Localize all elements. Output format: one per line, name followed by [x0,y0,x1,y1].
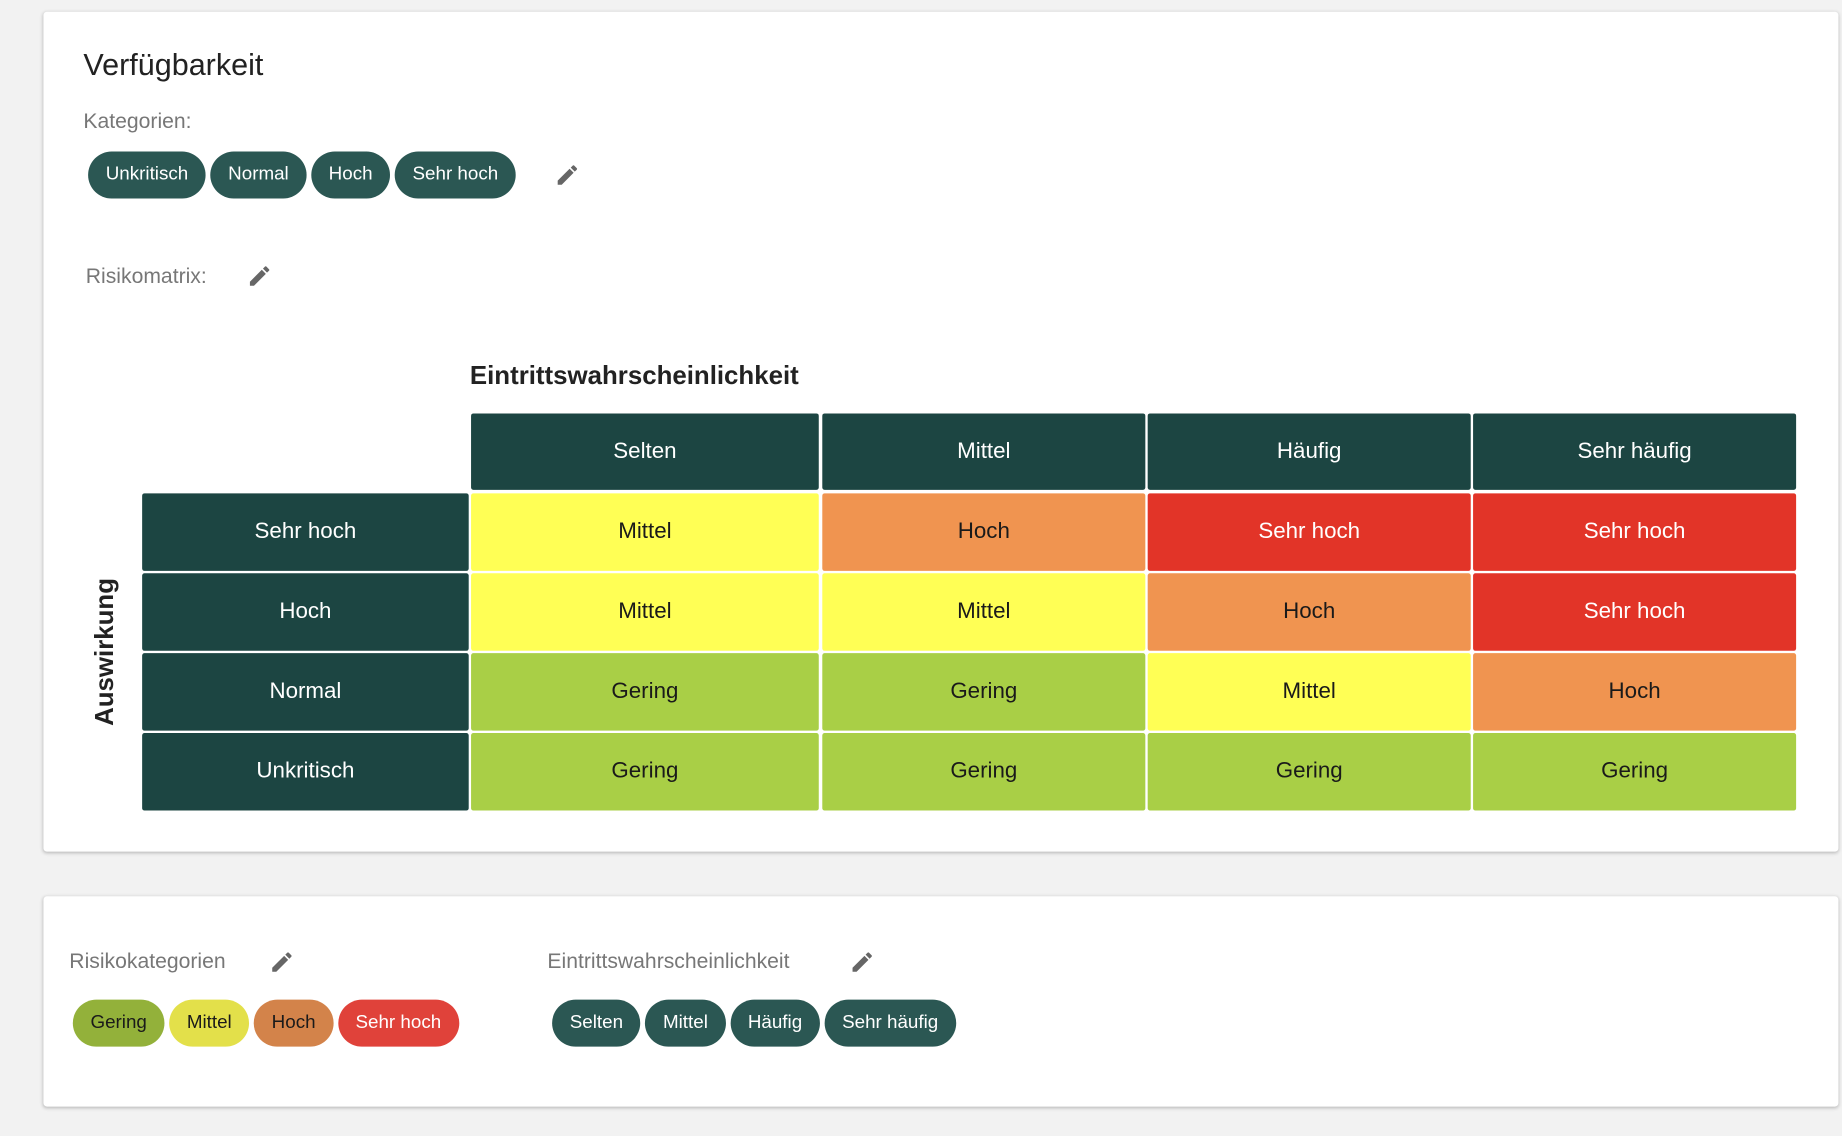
card: Verfügbarkeit Kategorien: Unkritisch Norm… [43,11,1839,852]
matrix-cell: Hoch [822,493,1146,571]
column-title: Eintrittswahrscheinlichkeit [469,360,799,391]
label: Kategorien: [83,109,192,133]
row-header: Sehr hoch [142,493,469,571]
matrix-cell: Sehr hoch [1147,493,1471,571]
card: Risikokategorien Gering Mittel Hoch Sehr ho… [43,896,1839,1107]
label: Risikomatrix: [85,264,207,288]
category-chip: Hoch [311,151,391,199]
matrix-cell: Mittel [471,493,819,571]
matrix-cell: Mittel [471,573,819,651]
row-header: Unkritisch [142,733,469,811]
chips: Unkritisch Normal Hoch Sehr hoch [88,151,516,199]
matrix-cell: Gering [471,653,819,731]
risk-chip: Mittel [169,999,250,1047]
row-title: Auswirkung [89,578,119,726]
matrix-cell: Mittel [822,573,1146,651]
risk-chip: Hoch [254,999,334,1047]
edit-icon[interactable] [247,263,273,289]
matrix-cell: Gering [471,733,819,811]
risk-chip: Gering [72,999,165,1047]
matrix-cell: Gering [1473,733,1797,811]
category-chip: Unkritisch [88,151,206,199]
edit-icon[interactable] [849,949,875,975]
likelihood-chip: Häufig [730,999,820,1047]
row-header: Hoch [142,573,469,651]
matrix-cell: Sehr hoch [1473,573,1797,651]
matrix-cell: Hoch [1147,573,1471,651]
matrix-cell: Sehr hoch [1473,493,1797,571]
matrix-cell: Gering [822,733,1146,811]
chips: Selten Mittel Häufig Sehr häufig [552,999,956,1047]
column-header: Selten [471,413,819,490]
likelihood-chip: Sehr häufig [824,999,956,1047]
edit-icon[interactable] [554,162,580,188]
likelihood-chip: Selten [552,999,641,1047]
category-chip: Normal [210,151,307,199]
column-header: Mittel [822,413,1146,490]
chips: Gering Mittel Hoch Sehr hoch [72,999,459,1047]
category-chip: Sehr hoch [394,151,516,199]
matrix-cell: Gering [822,653,1146,731]
matrix-cell: Mittel [1147,653,1471,731]
column-header: Sehr häufig [1473,413,1797,490]
matrix-cell: Gering [1147,733,1471,811]
matrix-cell: Hoch [1473,653,1797,731]
label: Risikokategorien [69,949,226,973]
likelihood-chip: Mittel [645,999,726,1047]
edit-icon[interactable] [269,949,295,975]
risk-chip: Sehr hoch [337,999,459,1047]
title: Verfügbarkeit [83,46,264,83]
label: Eintrittswahrscheinlichkeit [547,949,790,973]
column-header: Häufig [1147,413,1471,490]
row-header: Normal [142,653,469,731]
